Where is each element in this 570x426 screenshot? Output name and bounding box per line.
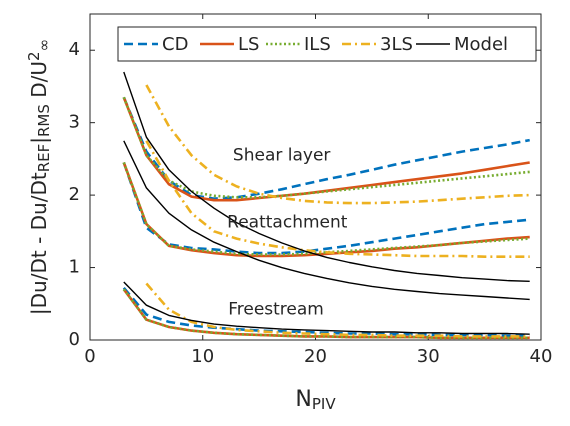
x-tick-label: 40 [530,346,553,367]
series-line [123,281,530,335]
series-line [123,140,530,301]
x-tick-label: 20 [304,346,327,367]
y-tick-label: 4 [69,39,80,60]
series-line [122,162,530,258]
legend-label: 3LS [380,34,413,55]
legend-box [117,26,537,62]
series-line [123,71,530,282]
y-tick-label: 2 [69,184,80,205]
annotation: Freestream [228,300,324,320]
annotation: Shear layer [233,145,330,165]
series-line [122,96,530,200]
y-tick-label: 1 [69,257,80,278]
y-axis-label-part: ∞ [35,39,53,52]
annotation: Reattachment [227,213,348,233]
legend-label: CD [162,34,188,55]
y-axis-label-part: |Du/Dt - Du/Dt [27,172,51,315]
legend-label: ILS [304,34,331,55]
y-axis-label-part: REF [35,144,53,173]
x-tick-label: 0 [84,346,95,367]
y-tick-label: 3 [69,112,80,133]
x-tick-label: 30 [417,346,440,367]
series-line [122,286,530,337]
legend-label: LS [238,34,259,55]
series-line [145,84,530,205]
x-axis-label-part: PIV [312,395,336,413]
series-line [122,288,530,340]
series-line [122,162,530,255]
y-axis-label-part: | [27,137,51,144]
series-line [145,140,530,258]
series-line [145,282,530,338]
series-line [122,96,530,199]
legend-label: Model [454,34,508,55]
x-axis-label-part: N [295,387,311,412]
x-tick-label: 10 [191,346,214,367]
y-axis-label-part: RMS [35,104,53,137]
y-axis-label-part: 2 [25,51,43,61]
y-tick-label: 0 [69,329,80,350]
y-axis-label-part: D/U [27,61,51,104]
x-axis-label: NPIV [295,387,336,413]
y-axis-label: |Du/Dt - Du/DtREF|RMS D/U2∞ [25,39,54,315]
